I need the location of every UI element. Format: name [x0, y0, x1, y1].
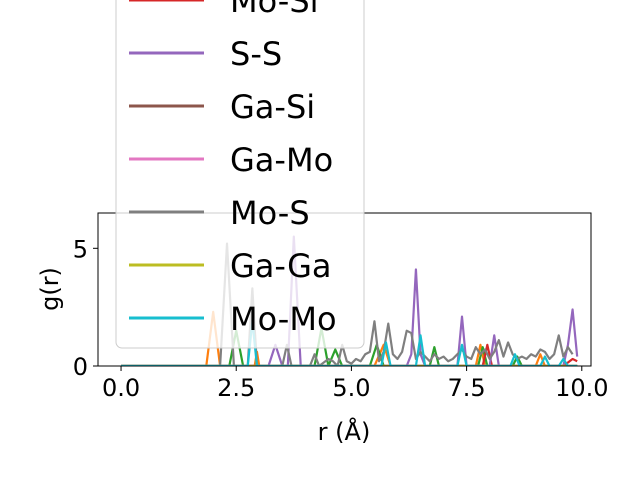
legend-box: [115, 0, 365, 349]
y-axis: 05: [73, 235, 98, 381]
x-axis-label: r (Å): [318, 417, 371, 446]
legend-label: Ga-Ga: [230, 247, 332, 285]
y-tick-label: 5: [73, 235, 88, 263]
series-line-2: [121, 327, 578, 366]
legend: Mo-Si S-S Ga-Si Ga-Mo Mo-S Ga-Ga Mo-Mo: [115, 0, 365, 349]
x-tick-label: 10.0: [555, 374, 608, 402]
x-tick-label: 5.0: [332, 374, 370, 402]
x-axis: 0.0 2.5 5.0 7.5 10.0: [102, 366, 609, 402]
legend-label: Mo-Mo: [230, 300, 337, 338]
legend-label: Mo-Si: [230, 0, 319, 20]
x-tick-label: 0.0: [102, 374, 140, 402]
legend-label: Mo-S: [230, 194, 310, 232]
legend-label: Ga-Si: [230, 88, 315, 126]
series-line-3: [121, 343, 578, 366]
series-line-9: [121, 320, 578, 366]
y-axis-label: g(r): [36, 267, 64, 311]
x-tick-label: 7.5: [448, 374, 486, 402]
legend-label: Ga-Mo: [230, 141, 333, 179]
legend-label: S-S: [230, 35, 282, 73]
y-tick-label: 0: [73, 353, 88, 381]
x-tick-label: 2.5: [217, 374, 255, 402]
series-line-4: [121, 235, 579, 366]
